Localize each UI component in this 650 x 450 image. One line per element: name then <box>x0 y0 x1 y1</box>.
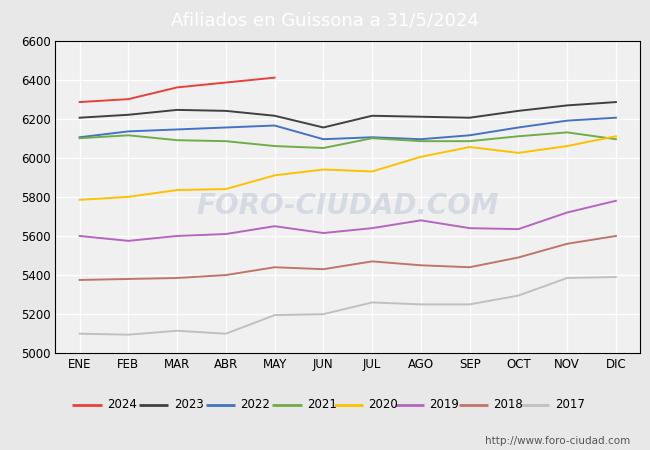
Text: 2020: 2020 <box>368 399 398 411</box>
Text: 2023: 2023 <box>174 399 203 411</box>
Text: 2022: 2022 <box>240 399 270 411</box>
Text: 2024: 2024 <box>107 399 137 411</box>
Text: 2019: 2019 <box>430 399 460 411</box>
Text: 2021: 2021 <box>307 399 337 411</box>
Text: Afiliados en Guissona a 31/5/2024: Afiliados en Guissona a 31/5/2024 <box>171 11 479 29</box>
Text: 2017: 2017 <box>555 399 584 411</box>
Text: http://www.foro-ciudad.com: http://www.foro-ciudad.com <box>486 436 630 446</box>
Text: FORO-CIUDAD.COM: FORO-CIUDAD.COM <box>196 192 499 220</box>
Text: 2018: 2018 <box>493 399 523 411</box>
